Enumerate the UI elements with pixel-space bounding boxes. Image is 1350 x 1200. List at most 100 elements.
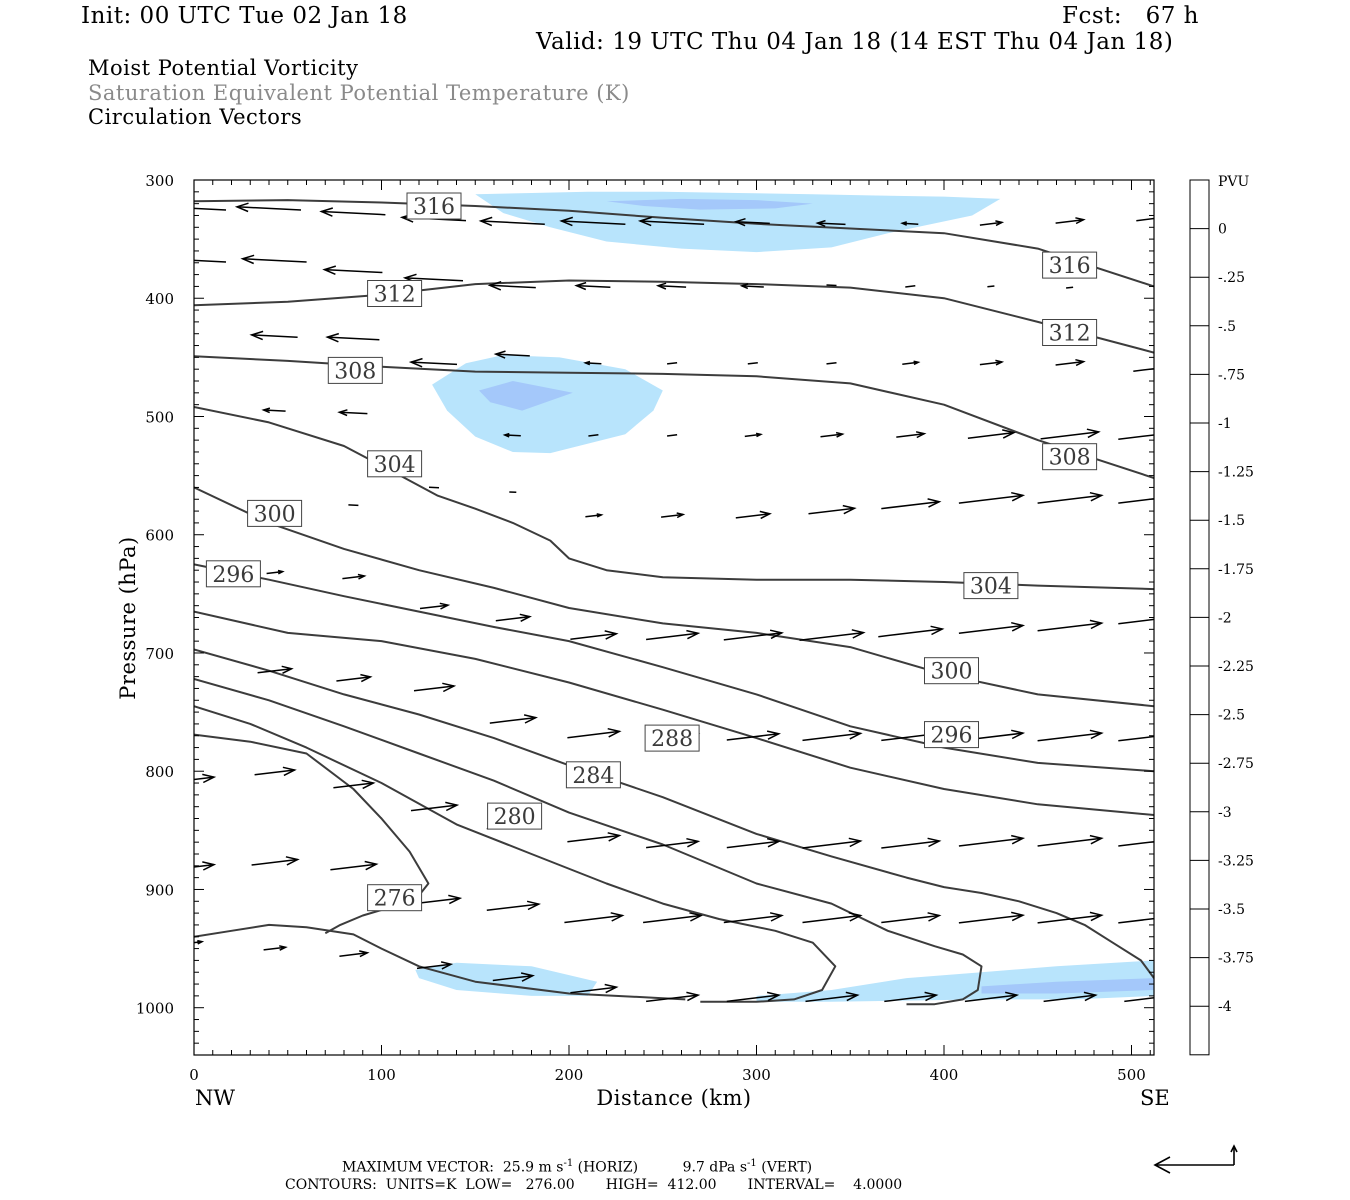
wind-vector [478,216,545,227]
wind-vector [336,673,373,683]
colorbar-label: -1.25 [1218,465,1254,481]
wind-vector [958,621,1026,634]
wind-vector [416,961,454,970]
y-tick-label: 1000 [136,1000,174,1018]
svg-text:296: 296 [212,563,254,588]
theta-contour-284 [194,678,983,1006]
wind-vector [733,217,770,227]
vert-unit: (VERT) [761,1159,813,1176]
contour-label: 300 [924,657,979,685]
wind-vector [643,912,704,924]
svg-text:308: 308 [1049,446,1091,471]
wind-vector [881,837,942,849]
y-tick-label: 600 [145,527,174,545]
wind-vector [1118,840,1154,847]
wind-vector [878,625,945,638]
wind-vector [723,912,784,924]
theta-contour-312 [194,279,1154,354]
svg-text:304: 304 [374,453,416,478]
wind-vector [905,285,916,288]
svg-text:300: 300 [254,502,296,527]
horiz-value: 25.9 m s [502,1159,564,1176]
wind-vector [802,837,863,849]
colorbar-title: PVU [1218,174,1250,190]
colorbar-label: -1 [1218,416,1232,432]
wind-vector [342,573,367,580]
wind-vector [1118,434,1154,440]
wind-vector [726,730,782,741]
svg-text:308: 308 [334,359,376,384]
wind-vector [744,432,763,438]
wind-vector [902,360,921,366]
wind-vector [325,332,380,343]
horiz-unit: (HORIZ) [577,1159,639,1176]
colorbar-label: -2.5 [1218,708,1245,724]
wind-vector [257,665,294,674]
contour-label: 304 [367,450,423,478]
wind-vector [492,972,535,982]
wind-vector [655,282,687,290]
x-tick-label: 500 [1117,1066,1146,1084]
wind-vector [739,283,764,290]
wind-vector [1037,729,1104,742]
theta-contour-280 [194,705,837,1003]
colorbar-label: -3 [1218,805,1232,821]
wind-vector [1118,618,1154,625]
y-axis-label: Pressure (hPa) [116,536,140,699]
wind-vector [574,281,611,291]
wind-vector [1133,367,1154,372]
legend-line-vectors: Circulation Vectors [88,105,303,129]
wind-vector [234,202,302,213]
wind-vector [1037,911,1104,924]
wind-vector [826,284,837,287]
wind-vector [1136,217,1154,222]
wind-vector [826,361,837,365]
wind-vector [979,220,1005,227]
wind-vector [567,832,622,843]
svg-text:316: 316 [413,195,455,220]
wind-vector [1037,491,1104,504]
vert-exp: -1 [747,1158,757,1169]
svg-text:300: 300 [931,660,973,685]
wind-vector [570,630,619,640]
contour-label: 296 [205,560,261,588]
x-tick-label: 100 [367,1066,396,1084]
theta-contour-272 [194,923,686,1001]
wind-vector [884,991,939,1003]
wind-vector [1037,619,1104,632]
wind-vector [570,983,619,994]
contour-label: 276 [367,884,423,912]
wind-vector [1066,286,1074,289]
wind-vector [194,939,205,945]
colorbar-label: -.25 [1218,270,1245,286]
wind-vector [567,727,622,739]
pv-region-1 [606,198,813,210]
wind-vector [486,900,541,912]
y-tick-label: 500 [145,408,174,426]
wind-vector [410,801,460,812]
wind-vector [1055,217,1086,225]
contour-label: 312 [367,280,423,308]
max-vector-label: MAXIMUM VECTOR: [342,1159,494,1176]
x-tick-label: 400 [930,1066,959,1084]
wind-vector [667,434,678,437]
wind-vector [900,221,919,226]
contours-info: CONTOURS: UNITS=K LOW= 276.00 HIGH= 412.… [285,1177,903,1193]
contour-label: 312 [1042,319,1098,347]
contour-label: 296 [924,721,979,749]
theta-contour-296 [194,563,1154,773]
wind-vector [559,216,626,227]
wind-vector [1118,498,1154,504]
wind-vector [249,330,298,341]
svg-text:288: 288 [651,727,693,752]
wind-vector [194,861,217,871]
wind-vector [251,856,300,866]
wind-vector [337,409,368,417]
wind-vector [646,837,701,849]
wind-vector [1055,358,1086,367]
wind-vector [585,513,604,518]
wind-vector [958,491,1026,504]
wind-vector [1037,834,1104,847]
wind-vector [958,911,1026,924]
